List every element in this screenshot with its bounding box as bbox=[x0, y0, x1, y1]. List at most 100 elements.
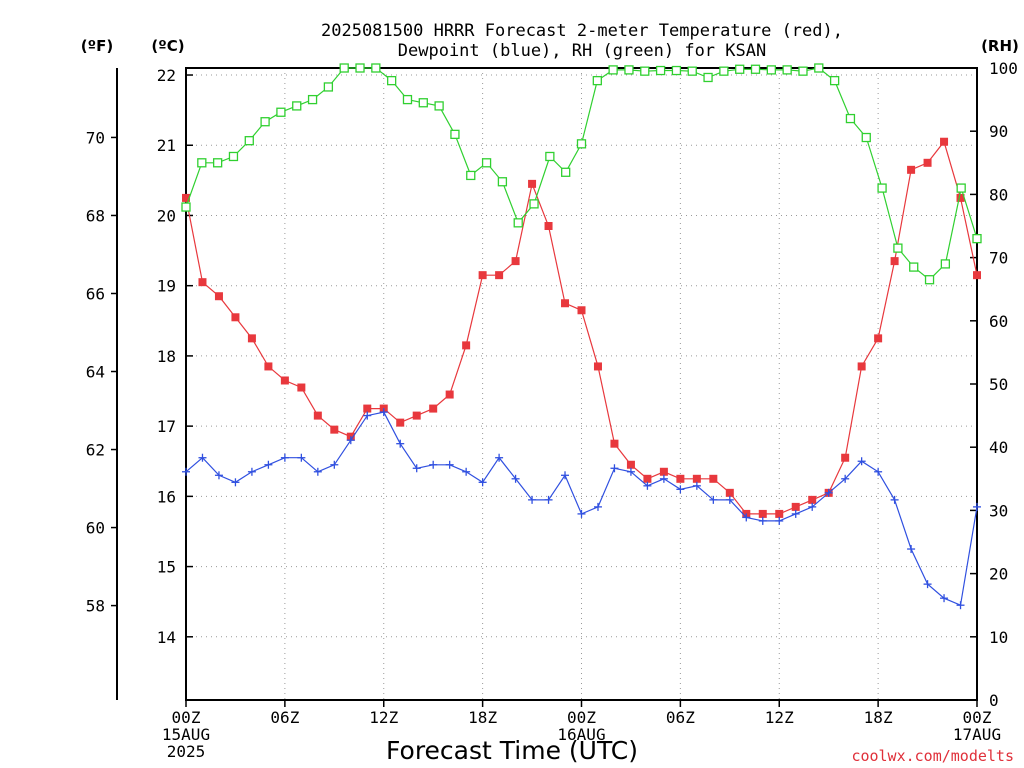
dewpoint-point bbox=[775, 516, 784, 525]
dewpoint-point bbox=[544, 495, 553, 504]
temperature-point bbox=[445, 390, 454, 399]
dewpoint-point bbox=[429, 460, 438, 469]
temperature-point bbox=[758, 509, 767, 518]
rh-point bbox=[197, 158, 207, 168]
dewpoint-point bbox=[626, 467, 635, 476]
dewpoint-point bbox=[412, 464, 421, 473]
dewpoint-point bbox=[346, 436, 355, 445]
temperature-point bbox=[659, 467, 668, 476]
rh-point bbox=[450, 129, 460, 140]
x-axis-label: Forecast Time (UTC) bbox=[386, 736, 638, 765]
rh-point bbox=[545, 151, 555, 162]
dewpoint-point bbox=[593, 502, 602, 511]
x-tick-label: 12Z bbox=[765, 708, 794, 727]
celsius-tick-label: 17 bbox=[157, 417, 176, 436]
dewpoint-point bbox=[478, 478, 487, 487]
rh-point bbox=[624, 65, 634, 75]
x-tick-label: 16AUG bbox=[557, 725, 605, 744]
temperature-point bbox=[429, 404, 438, 413]
rh-point bbox=[877, 183, 887, 193]
temperature-point bbox=[247, 334, 256, 343]
dewpoint-point bbox=[445, 460, 454, 469]
rh-point bbox=[576, 139, 587, 149]
rh-point bbox=[956, 183, 966, 193]
temperature-point bbox=[940, 137, 949, 146]
fahrenheit-tick-label: 60 bbox=[86, 519, 105, 538]
temperature-point bbox=[528, 179, 537, 188]
dewpoint-point bbox=[495, 453, 504, 462]
dewpoint-point bbox=[659, 474, 668, 483]
temperature-point bbox=[923, 158, 932, 167]
temperature-point bbox=[808, 495, 817, 504]
temperature-point bbox=[593, 362, 602, 371]
temperature-point bbox=[973, 271, 981, 280]
dewpoint-point bbox=[577, 509, 586, 518]
celsius-tick-label: 14 bbox=[157, 628, 176, 647]
temperature-point bbox=[198, 278, 207, 287]
rh-point bbox=[339, 63, 349, 73]
rh-point bbox=[940, 259, 951, 269]
chart-title-line-1: 2025081500 HRRR Forecast 2-meter Tempera… bbox=[321, 21, 843, 41]
temperature-point bbox=[396, 418, 405, 427]
rh-tick-label: 80 bbox=[989, 185, 1008, 204]
rh-point bbox=[276, 107, 286, 117]
dewpoint-point bbox=[231, 478, 240, 487]
dewpoint-point bbox=[923, 580, 932, 589]
rh-tick-label: 50 bbox=[989, 375, 1008, 394]
rh-point bbox=[782, 65, 792, 75]
temperature-point bbox=[890, 257, 899, 266]
chart-title-line-2: Dewpoint (blue), RH (green) for KSAN bbox=[398, 41, 766, 61]
rh-point bbox=[592, 75, 602, 86]
fahrenheit-axis-unit: (ºF) bbox=[81, 37, 113, 55]
rh-point bbox=[244, 136, 254, 146]
dewpoint-point bbox=[198, 453, 207, 462]
fahrenheit-tick-label: 62 bbox=[86, 441, 105, 460]
x-tick-label: 18Z bbox=[864, 708, 893, 727]
temperature-point bbox=[182, 193, 190, 202]
temperature-point bbox=[297, 383, 306, 392]
plot-frame bbox=[185, 67, 978, 701]
rh-point bbox=[687, 66, 697, 76]
temperature-point bbox=[692, 474, 701, 483]
temperature-point bbox=[956, 193, 965, 202]
dewpoint-point bbox=[742, 513, 751, 522]
x-tick-label: 00Z bbox=[567, 708, 596, 727]
temperature-point bbox=[231, 313, 240, 322]
x-tick-label: 17AUG bbox=[953, 725, 1001, 744]
rh-point bbox=[703, 72, 713, 83]
temperature-point bbox=[775, 509, 784, 518]
rh-point bbox=[513, 218, 523, 228]
series-rh bbox=[181, 63, 982, 285]
rh-point bbox=[766, 65, 776, 75]
rh-point bbox=[750, 64, 761, 74]
temperature-point bbox=[857, 362, 866, 371]
rh-point bbox=[497, 177, 508, 187]
dewpoint-point bbox=[808, 502, 817, 511]
temperature-point bbox=[330, 425, 339, 434]
temperature-point bbox=[478, 271, 487, 280]
dewpoint-point bbox=[610, 464, 619, 473]
x-tick-label: 12Z bbox=[369, 708, 398, 727]
rh-tick-label: 100 bbox=[989, 59, 1018, 78]
dewpoint-point bbox=[940, 594, 949, 603]
x-tick-label: 2025 bbox=[167, 742, 206, 761]
dewpoint-point bbox=[264, 460, 273, 469]
temperature-point bbox=[561, 299, 570, 308]
temperature-point bbox=[874, 334, 883, 343]
fahrenheit-tick-label: 70 bbox=[86, 128, 105, 147]
rh-tick-label: 30 bbox=[989, 501, 1008, 520]
rh-point bbox=[418, 98, 428, 108]
celsius-axis-unit: (ºC) bbox=[151, 37, 184, 55]
rh-point bbox=[829, 75, 840, 86]
dewpoint-point bbox=[561, 471, 570, 480]
dewpoint-point bbox=[791, 509, 800, 518]
temperature-point bbox=[791, 502, 800, 511]
rh-point bbox=[481, 158, 492, 168]
rh-point bbox=[212, 158, 223, 168]
dewpoint-point bbox=[247, 467, 256, 476]
temperature-point bbox=[280, 376, 289, 385]
rh-point bbox=[893, 243, 903, 253]
series-dewpoint bbox=[182, 408, 981, 610]
